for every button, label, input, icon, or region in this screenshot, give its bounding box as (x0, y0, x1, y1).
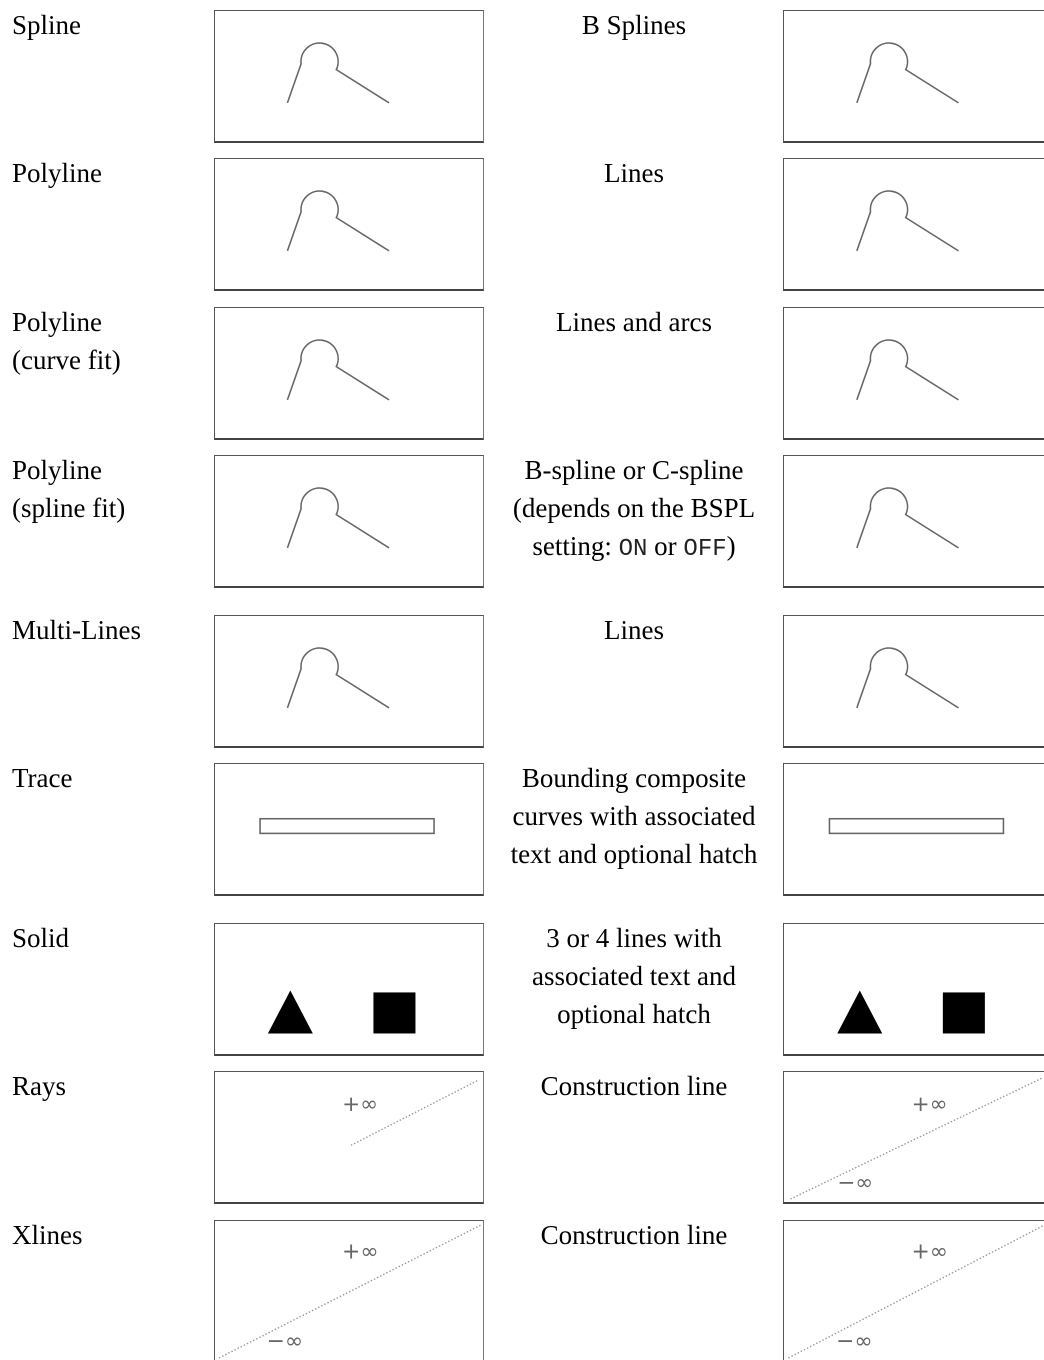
source-preview (214, 615, 484, 748)
plus-infinity-label: +∞ (912, 1092, 948, 1117)
table-row: Rays +∞ Construction line +∞ −∞ (0, 1061, 1044, 1209)
ray-icon: +∞ (342, 1079, 480, 1146)
trace-rect-icon (259, 817, 435, 835)
conversion-description: Lines (604, 158, 664, 188)
result-preview: +∞ −∞ (783, 1071, 1044, 1204)
minus-infinity-label: −∞ (836, 1329, 872, 1354)
conversion-description: Lines and arcs (556, 307, 712, 337)
conversion-description: Construction line (540, 1071, 728, 1101)
arc-line-icon (856, 190, 959, 252)
source-preview (214, 10, 484, 143)
entity-label: Solid (12, 923, 70, 953)
trace-rect-icon (828, 817, 1005, 835)
result-preview (783, 307, 1044, 440)
table-row: Polyline (spline fit) B-spline or C-spli… (0, 445, 1044, 605)
arc-line-icon (856, 339, 959, 401)
arc-line-icon (856, 647, 959, 709)
entity-label: Spline (12, 10, 82, 40)
entity-label: Polyline (spline fit) (12, 455, 126, 523)
arc-line-icon (286, 487, 390, 549)
conversion-description: Bounding composite curves with associate… (510, 763, 758, 869)
table-row: Polyline Lines (0, 148, 1044, 296)
table-row: Solid 3 or 4 lines with associated text … (0, 913, 1044, 1061)
source-preview (214, 455, 484, 588)
arc-line-icon (286, 190, 390, 252)
conversion-description: B Splines (581, 10, 687, 40)
xline-icon: +∞ −∞ (218, 1224, 482, 1359)
result-preview (783, 763, 1044, 896)
setting-off: OFF (683, 536, 727, 563)
arc-line-icon (286, 647, 390, 709)
conversion-description: Lines (604, 615, 664, 645)
desc-text: B-spline or C-spline (depends on the BSP… (512, 455, 756, 561)
table-row: Trace Bounding composite curves with ass… (0, 753, 1044, 913)
entity-label: Multi-Lines (12, 615, 141, 645)
minus-infinity-label: −∞ (267, 1329, 303, 1354)
arc-line-icon (286, 42, 390, 104)
entity-label: Polyline (12, 158, 103, 188)
table-row: Polyline (curve fit) Lines and arcs (0, 297, 1044, 445)
result-preview (783, 158, 1044, 291)
result-preview (783, 10, 1044, 143)
table-row: Spline B Splines (0, 0, 1044, 148)
source-preview (214, 763, 484, 896)
plus-infinity-label: +∞ (342, 1240, 378, 1265)
ray-icon: +∞ −∞ (790, 1077, 1043, 1200)
arc-line-icon (286, 339, 390, 401)
conversion-description: Construction line (540, 1220, 728, 1250)
source-preview (214, 307, 484, 440)
entity-label: Rays (12, 1071, 66, 1101)
plus-infinity-label: +∞ (342, 1092, 378, 1117)
entity-label: Polyline (curve fit) (12, 307, 121, 375)
solid-shapes-icon (837, 990, 985, 1034)
desc-text: or (647, 531, 684, 561)
arc-line-icon (856, 487, 959, 549)
solid-shapes-icon (267, 990, 416, 1034)
entity-label: Trace (12, 763, 73, 793)
entity-label: Xlines (12, 1220, 83, 1250)
result-preview (783, 923, 1044, 1056)
xline-icon: +∞ −∞ (788, 1224, 1044, 1359)
table-row: Xlines +∞ −∞ Construction line +∞ −∞ (0, 1210, 1044, 1360)
result-preview: +∞ −∞ (783, 1220, 1044, 1360)
result-preview (783, 455, 1044, 588)
table-row: Multi-Lines Lines (0, 605, 1044, 753)
result-preview (783, 615, 1044, 748)
plus-infinity-label: +∞ (912, 1240, 948, 1265)
minus-infinity-label: −∞ (837, 1170, 873, 1195)
source-preview: +∞ −∞ (214, 1220, 484, 1360)
arc-line-icon (856, 42, 959, 104)
conversion-description: B-spline or C-spline (depends on the BSP… (500, 451, 768, 569)
source-preview (214, 923, 484, 1056)
desc-text: ) (726, 531, 736, 561)
source-preview: +∞ (214, 1071, 484, 1204)
conversion-description: 3 or 4 lines with associated text and op… (532, 923, 736, 1029)
setting-on: ON (618, 536, 648, 563)
source-preview (214, 158, 484, 291)
